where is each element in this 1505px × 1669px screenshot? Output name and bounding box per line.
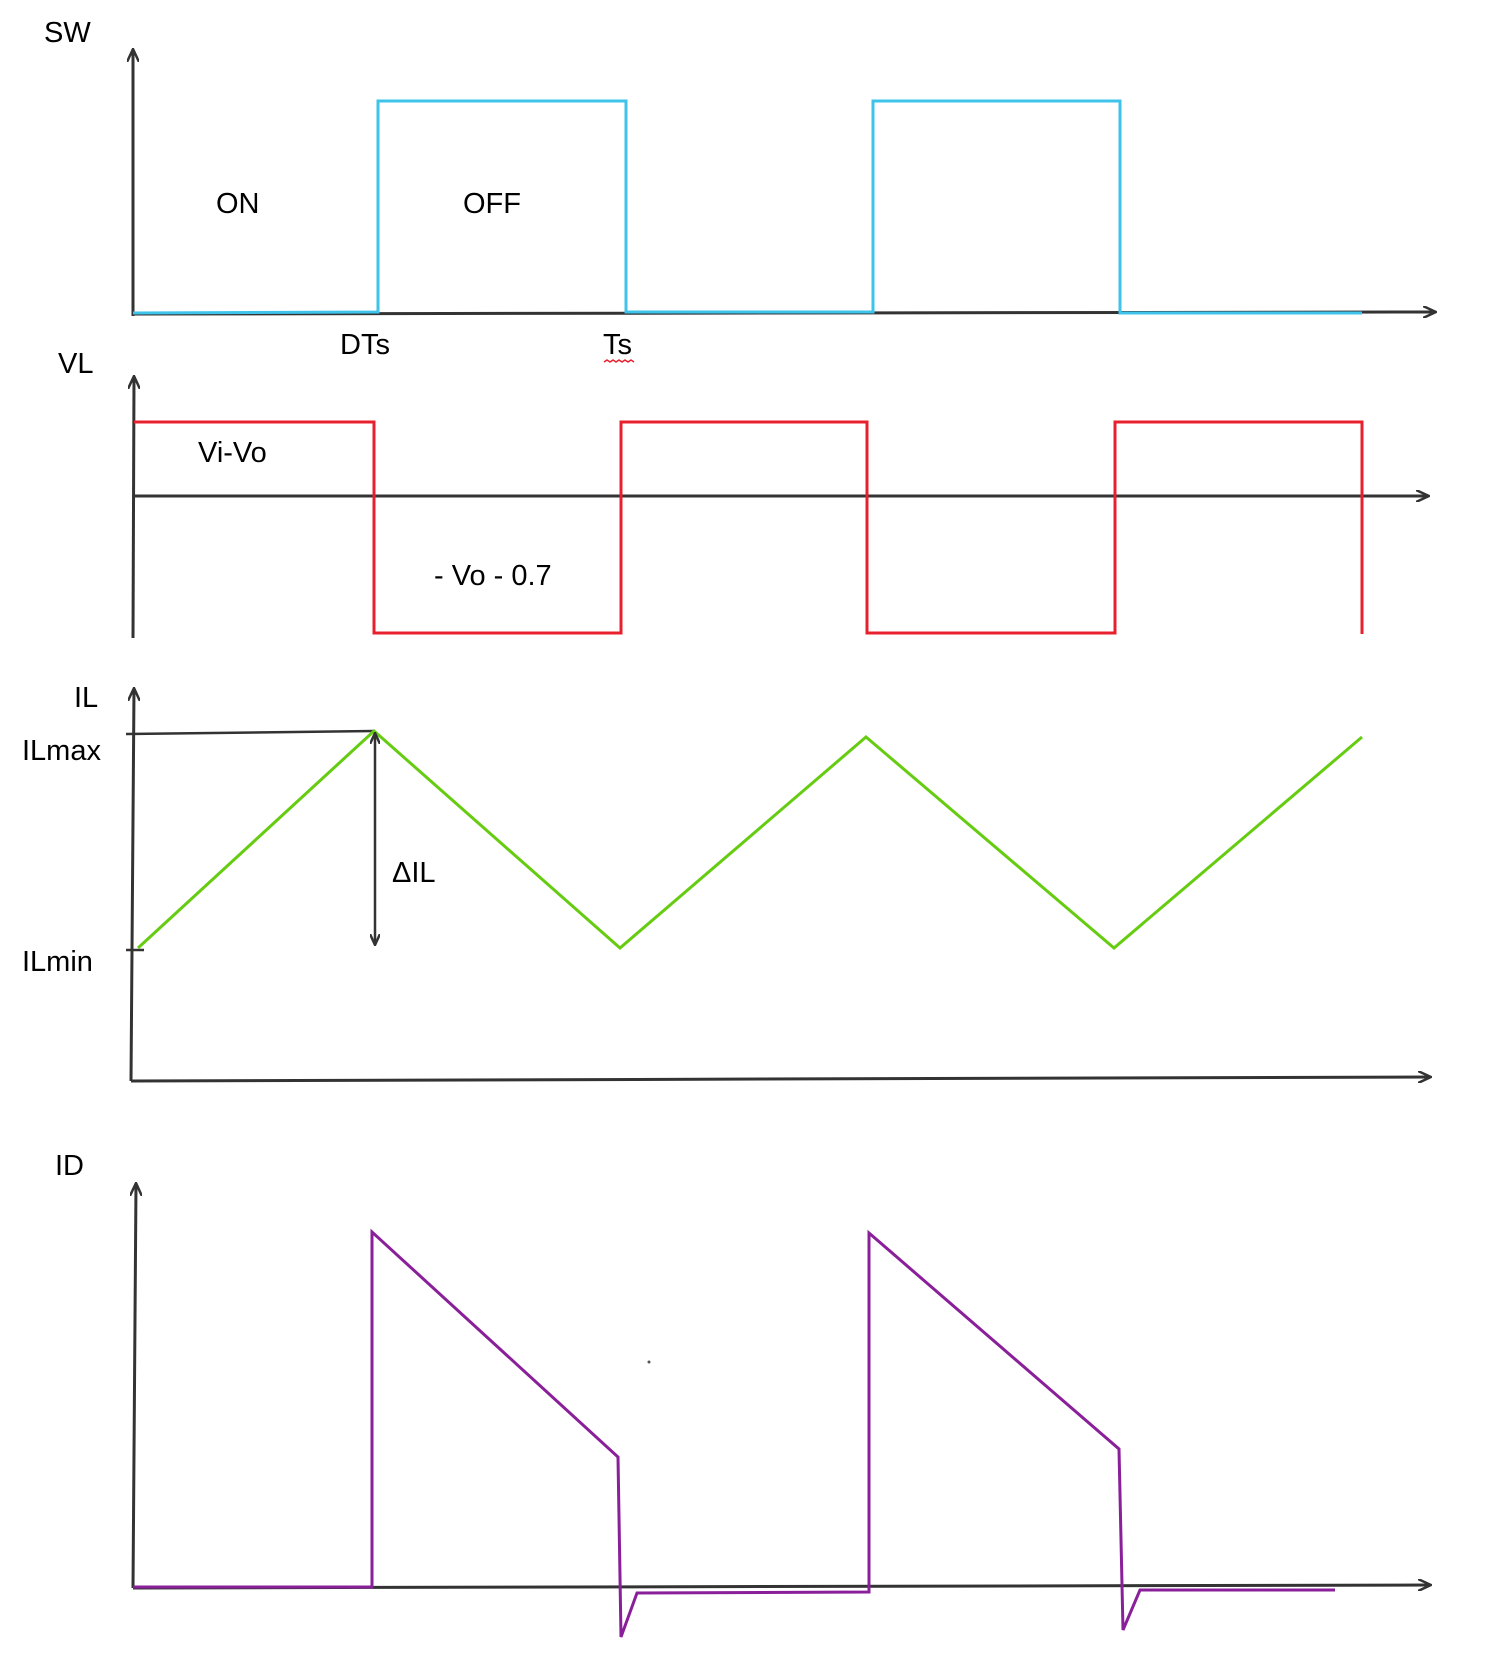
id-y-axis <box>133 1184 136 1589</box>
stray-dot <box>647 1360 651 1364</box>
il-axis-label: IL <box>74 682 98 714</box>
delta-il-label: ΔIL <box>392 857 436 889</box>
il-min-label: ILmin <box>22 946 93 978</box>
il-inductor-current-waveform <box>136 728 1363 950</box>
sw-on-label: ON <box>216 188 260 220</box>
sw-tick-ts-label: Ts <box>603 329 632 361</box>
vl-axis-label: VL <box>58 348 93 380</box>
id-axis-label: ID <box>55 1150 84 1182</box>
il-max-reference-line <box>125 729 375 736</box>
id-diode-current-waveform <box>133 1228 1335 1638</box>
sw-off-label: OFF <box>463 188 521 220</box>
vl-high-level-label: Vi-Vo <box>198 437 267 469</box>
vl-low-level-label: - Vo - 0.7 <box>434 560 552 592</box>
vl-y-axis <box>133 377 134 639</box>
sw-switch-waveform <box>132 99 1362 315</box>
id-panel: ID <box>55 1150 1430 1638</box>
sw-axis-label: SW <box>44 17 91 49</box>
il-y-axis <box>131 689 134 1082</box>
vl-panel: VL Vi-Vo - Vo - 0.7 <box>58 348 1428 639</box>
il-x-axis <box>130 1077 1430 1081</box>
il-panel: IL ILmax ILmin ΔIL <box>22 682 1430 1081</box>
ts-spellcheck-underline <box>603 359 635 363</box>
vl-inductor-voltage-waveform <box>134 420 1364 635</box>
sw-tick-dts-label: DTs <box>340 329 390 361</box>
sw-panel: SW ON OFF DTs Ts <box>44 17 1435 363</box>
il-max-label: ILmax <box>22 735 101 767</box>
